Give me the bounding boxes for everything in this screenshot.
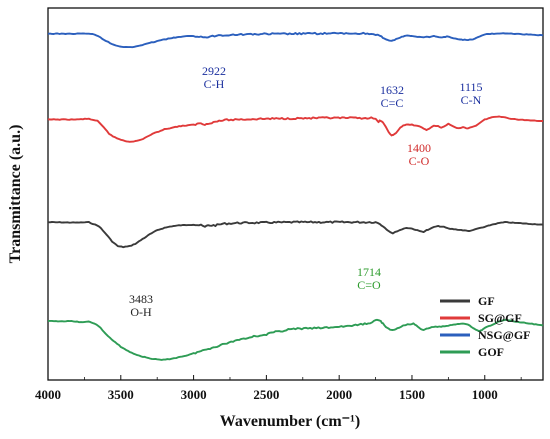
series-layer (47, 31, 544, 361)
annotation-bond: C=O (357, 278, 381, 292)
x-tick-label: 4000 (35, 387, 61, 402)
series-line-nsg-gf (47, 31, 544, 49)
annotation-wavenumber: 1115 (459, 80, 482, 94)
x-axis-ticks: 4000 3500 3000 2500 2000 1500 1000 (35, 375, 522, 402)
annotation-wavenumber: 1632 (380, 83, 404, 97)
x-tick-label: 2500 (253, 387, 279, 402)
x-axis-title: Wavenumber (cm⁻¹) (220, 413, 360, 430)
annotation-wavenumber: 1714 (357, 265, 381, 279)
annotation-bond: C-H (204, 77, 225, 91)
annotation-wavenumber: 1400 (407, 141, 431, 155)
annotation-wavenumber: 3483 (129, 292, 153, 306)
legend-label: SG@GF (478, 311, 522, 325)
annotation-bond: O-H (130, 305, 152, 319)
x-tick-label: 2000 (326, 387, 352, 402)
legend-label: NSG@GF (478, 328, 531, 342)
annotation-bond: C-N (461, 93, 482, 107)
series-line-gf (47, 220, 544, 249)
x-tick-label: 1500 (399, 387, 425, 402)
legend-label: GOF (478, 345, 504, 359)
x-tick-label: 3500 (108, 387, 134, 402)
series-line-sg-gf (47, 115, 543, 143)
annotation-bond: C-O (409, 154, 430, 168)
x-tick-label: 1000 (472, 387, 498, 402)
annotation-bond: C=C (381, 96, 404, 110)
annotation-wavenumber: 2922 (202, 64, 226, 78)
y-axis-title: Transmittance (a.u.) (7, 125, 24, 264)
x-tick-label: 3000 (181, 387, 207, 402)
legend-label: GF (478, 294, 495, 308)
series-line-gof (48, 318, 544, 361)
plot-frame (47, 7, 544, 381)
legend: GF SG@GF NSG@GF GOF (440, 294, 531, 359)
